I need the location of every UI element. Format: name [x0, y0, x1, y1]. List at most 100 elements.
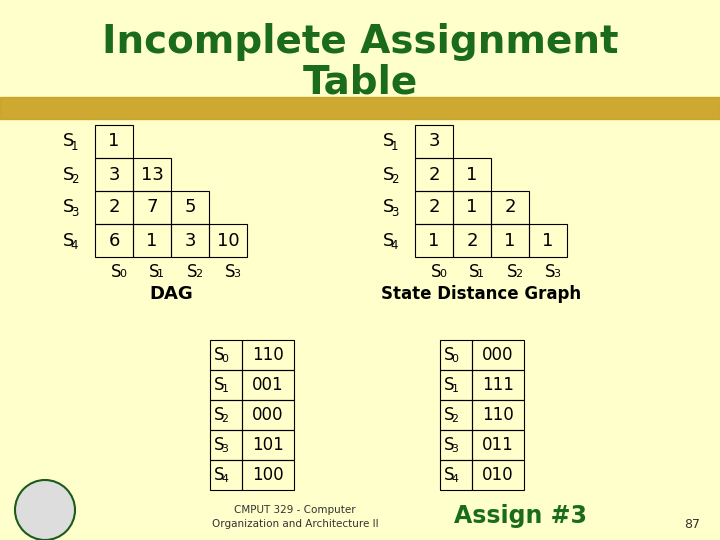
Text: 1: 1	[542, 232, 554, 249]
Text: S: S	[214, 466, 225, 484]
Text: S: S	[383, 232, 394, 249]
Text: 2: 2	[515, 269, 522, 279]
Bar	[242, 400, 294, 430]
Text: 2: 2	[71, 173, 78, 186]
Text: 3: 3	[451, 444, 459, 454]
Text: 1: 1	[467, 199, 477, 217]
Bar	[242, 370, 294, 400]
Text: 7: 7	[146, 199, 158, 217]
Text: S: S	[149, 263, 160, 281]
Bar	[453, 191, 491, 224]
Text: 6: 6	[108, 232, 120, 249]
Text: 4: 4	[222, 474, 228, 484]
Bar	[472, 370, 524, 400]
Bar	[171, 191, 209, 224]
Text: 4: 4	[71, 239, 78, 252]
Text: 0: 0	[222, 354, 228, 364]
Text: 0: 0	[439, 269, 446, 279]
Text: 4: 4	[451, 474, 459, 484]
Text: 5: 5	[184, 199, 196, 217]
Text: 1: 1	[477, 269, 484, 279]
Text: 10: 10	[217, 232, 239, 249]
Text: 000: 000	[252, 406, 284, 424]
Bar	[440, 400, 472, 430]
Text: S: S	[111, 263, 122, 281]
Text: 3: 3	[222, 444, 228, 454]
Bar	[491, 191, 529, 224]
Text: State Distance Graph: State Distance Graph	[381, 285, 581, 303]
Text: 1: 1	[428, 232, 440, 249]
Bar	[133, 224, 171, 257]
Text: 13: 13	[140, 165, 163, 184]
Text: S: S	[214, 406, 225, 424]
Text: S: S	[383, 132, 394, 151]
Text: 2: 2	[222, 414, 228, 424]
Text: 1: 1	[504, 232, 516, 249]
Text: S: S	[214, 376, 225, 394]
Text: S: S	[63, 132, 74, 151]
Text: S: S	[507, 263, 518, 281]
Text: 2: 2	[451, 414, 459, 424]
Text: 3: 3	[71, 206, 78, 219]
Text: 1: 1	[146, 232, 158, 249]
Bar	[210, 370, 242, 400]
Text: 2: 2	[467, 232, 478, 249]
Text: 1: 1	[451, 384, 459, 394]
Text: S: S	[63, 165, 74, 184]
Text: 3: 3	[233, 269, 240, 279]
Text: 1: 1	[391, 139, 398, 152]
Text: 110: 110	[252, 346, 284, 364]
Bar	[453, 158, 491, 191]
Text: 010: 010	[482, 466, 514, 484]
Text: 0: 0	[119, 269, 126, 279]
Bar	[415, 224, 453, 257]
Bar	[210, 400, 242, 430]
Text: 3: 3	[428, 132, 440, 151]
Bar	[95, 125, 133, 158]
Bar	[472, 340, 524, 370]
Text: S: S	[187, 263, 197, 281]
Text: 2: 2	[391, 173, 398, 186]
Text: 1: 1	[71, 139, 78, 152]
Circle shape	[15, 480, 75, 540]
Text: 2: 2	[108, 199, 120, 217]
Text: 3: 3	[553, 269, 560, 279]
Text: 011: 011	[482, 436, 514, 454]
Text: S: S	[214, 346, 225, 364]
Text: 3: 3	[184, 232, 196, 249]
Text: S: S	[63, 199, 74, 217]
Text: 1: 1	[467, 165, 477, 184]
Text: 1: 1	[157, 269, 164, 279]
Text: 100: 100	[252, 466, 284, 484]
Text: 110: 110	[482, 406, 514, 424]
Bar	[415, 125, 453, 158]
Text: S: S	[469, 263, 480, 281]
Bar	[440, 370, 472, 400]
Text: S: S	[383, 199, 394, 217]
Text: S: S	[444, 436, 454, 454]
Text: 3: 3	[108, 165, 120, 184]
Bar	[210, 340, 242, 370]
Text: DAG: DAG	[149, 285, 193, 303]
Bar	[242, 340, 294, 370]
Text: 2: 2	[428, 199, 440, 217]
Bar	[472, 460, 524, 490]
Text: S: S	[444, 406, 454, 424]
Text: 2: 2	[428, 165, 440, 184]
Bar	[209, 224, 247, 257]
Bar	[529, 224, 567, 257]
Text: 101: 101	[252, 436, 284, 454]
Bar	[440, 460, 472, 490]
Text: Table: Table	[302, 63, 418, 101]
Text: 1: 1	[108, 132, 120, 151]
Bar	[0, 97, 720, 119]
Bar	[242, 460, 294, 490]
Bar	[242, 430, 294, 460]
Bar	[415, 158, 453, 191]
Text: Assign #3: Assign #3	[454, 504, 587, 528]
Text: 3: 3	[391, 206, 398, 219]
Text: S: S	[431, 263, 441, 281]
Text: 4: 4	[391, 239, 398, 252]
Bar	[210, 430, 242, 460]
Text: Incomplete Assignment: Incomplete Assignment	[102, 23, 618, 61]
